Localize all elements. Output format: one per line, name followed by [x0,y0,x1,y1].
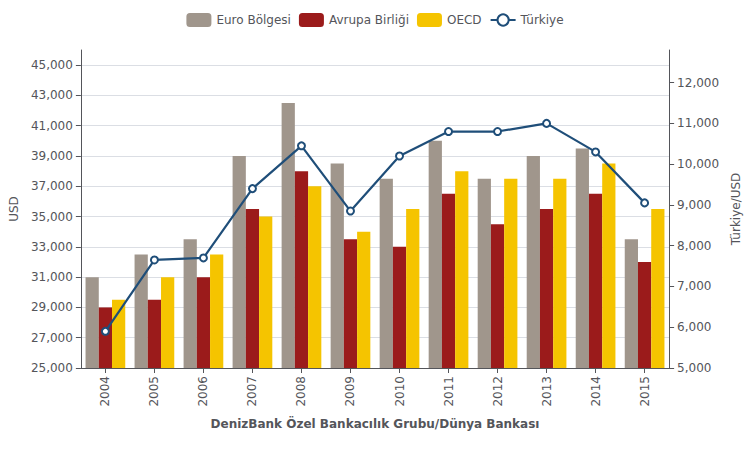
svg-text:31,000: 31,000 [31,270,73,284]
svg-text:2007: 2007 [245,376,259,407]
svg-text:DenizBank Özel Bankacılık Grub: DenizBank Özel Bankacılık Grubu/Dünya Ba… [211,416,540,431]
svg-text:41,000: 41,000 [31,119,73,133]
svg-text:OECD: OECD [447,13,482,27]
svg-text:Euro Bölgesi: Euro Bölgesi [216,13,291,27]
svg-text:11,000: 11,000 [677,116,719,130]
svg-text:2011: 2011 [442,376,456,407]
svg-text:USD: USD [7,196,21,222]
svg-text:5,000: 5,000 [677,361,711,375]
svg-text:2004: 2004 [98,376,112,407]
svg-text:Avrupa Birliği: Avrupa Birliği [329,13,409,27]
svg-text:12,000: 12,000 [677,76,719,90]
svg-text:27,000: 27,000 [31,331,73,345]
svg-text:7,000: 7,000 [677,279,711,293]
svg-text:2009: 2009 [343,376,357,407]
svg-text:37,000: 37,000 [31,179,73,193]
svg-text:45,000: 45,000 [31,58,73,72]
svg-text:39,000: 39,000 [31,149,73,163]
svg-text:Türkiye/USD: Türkiye/USD [729,173,743,247]
svg-text:2015: 2015 [638,376,652,407]
svg-text:9,000: 9,000 [677,198,711,212]
svg-text:2013: 2013 [540,376,554,407]
svg-text:2014: 2014 [589,376,603,407]
svg-text:6,000: 6,000 [677,320,711,334]
svg-text:10,000: 10,000 [677,157,719,171]
svg-text:2006: 2006 [196,376,210,407]
svg-text:35,000: 35,000 [31,210,73,224]
svg-text:Türkiye: Türkiye [520,13,564,27]
svg-text:8,000: 8,000 [677,239,711,253]
svg-text:25,000: 25,000 [31,361,73,375]
svg-text:2010: 2010 [393,376,407,407]
svg-text:29,000: 29,000 [31,300,73,314]
svg-text:2005: 2005 [147,376,161,407]
svg-text:2012: 2012 [491,376,505,407]
svg-text:2008: 2008 [294,376,308,407]
svg-text:43,000: 43,000 [31,88,73,102]
svg-text:33,000: 33,000 [31,240,73,254]
